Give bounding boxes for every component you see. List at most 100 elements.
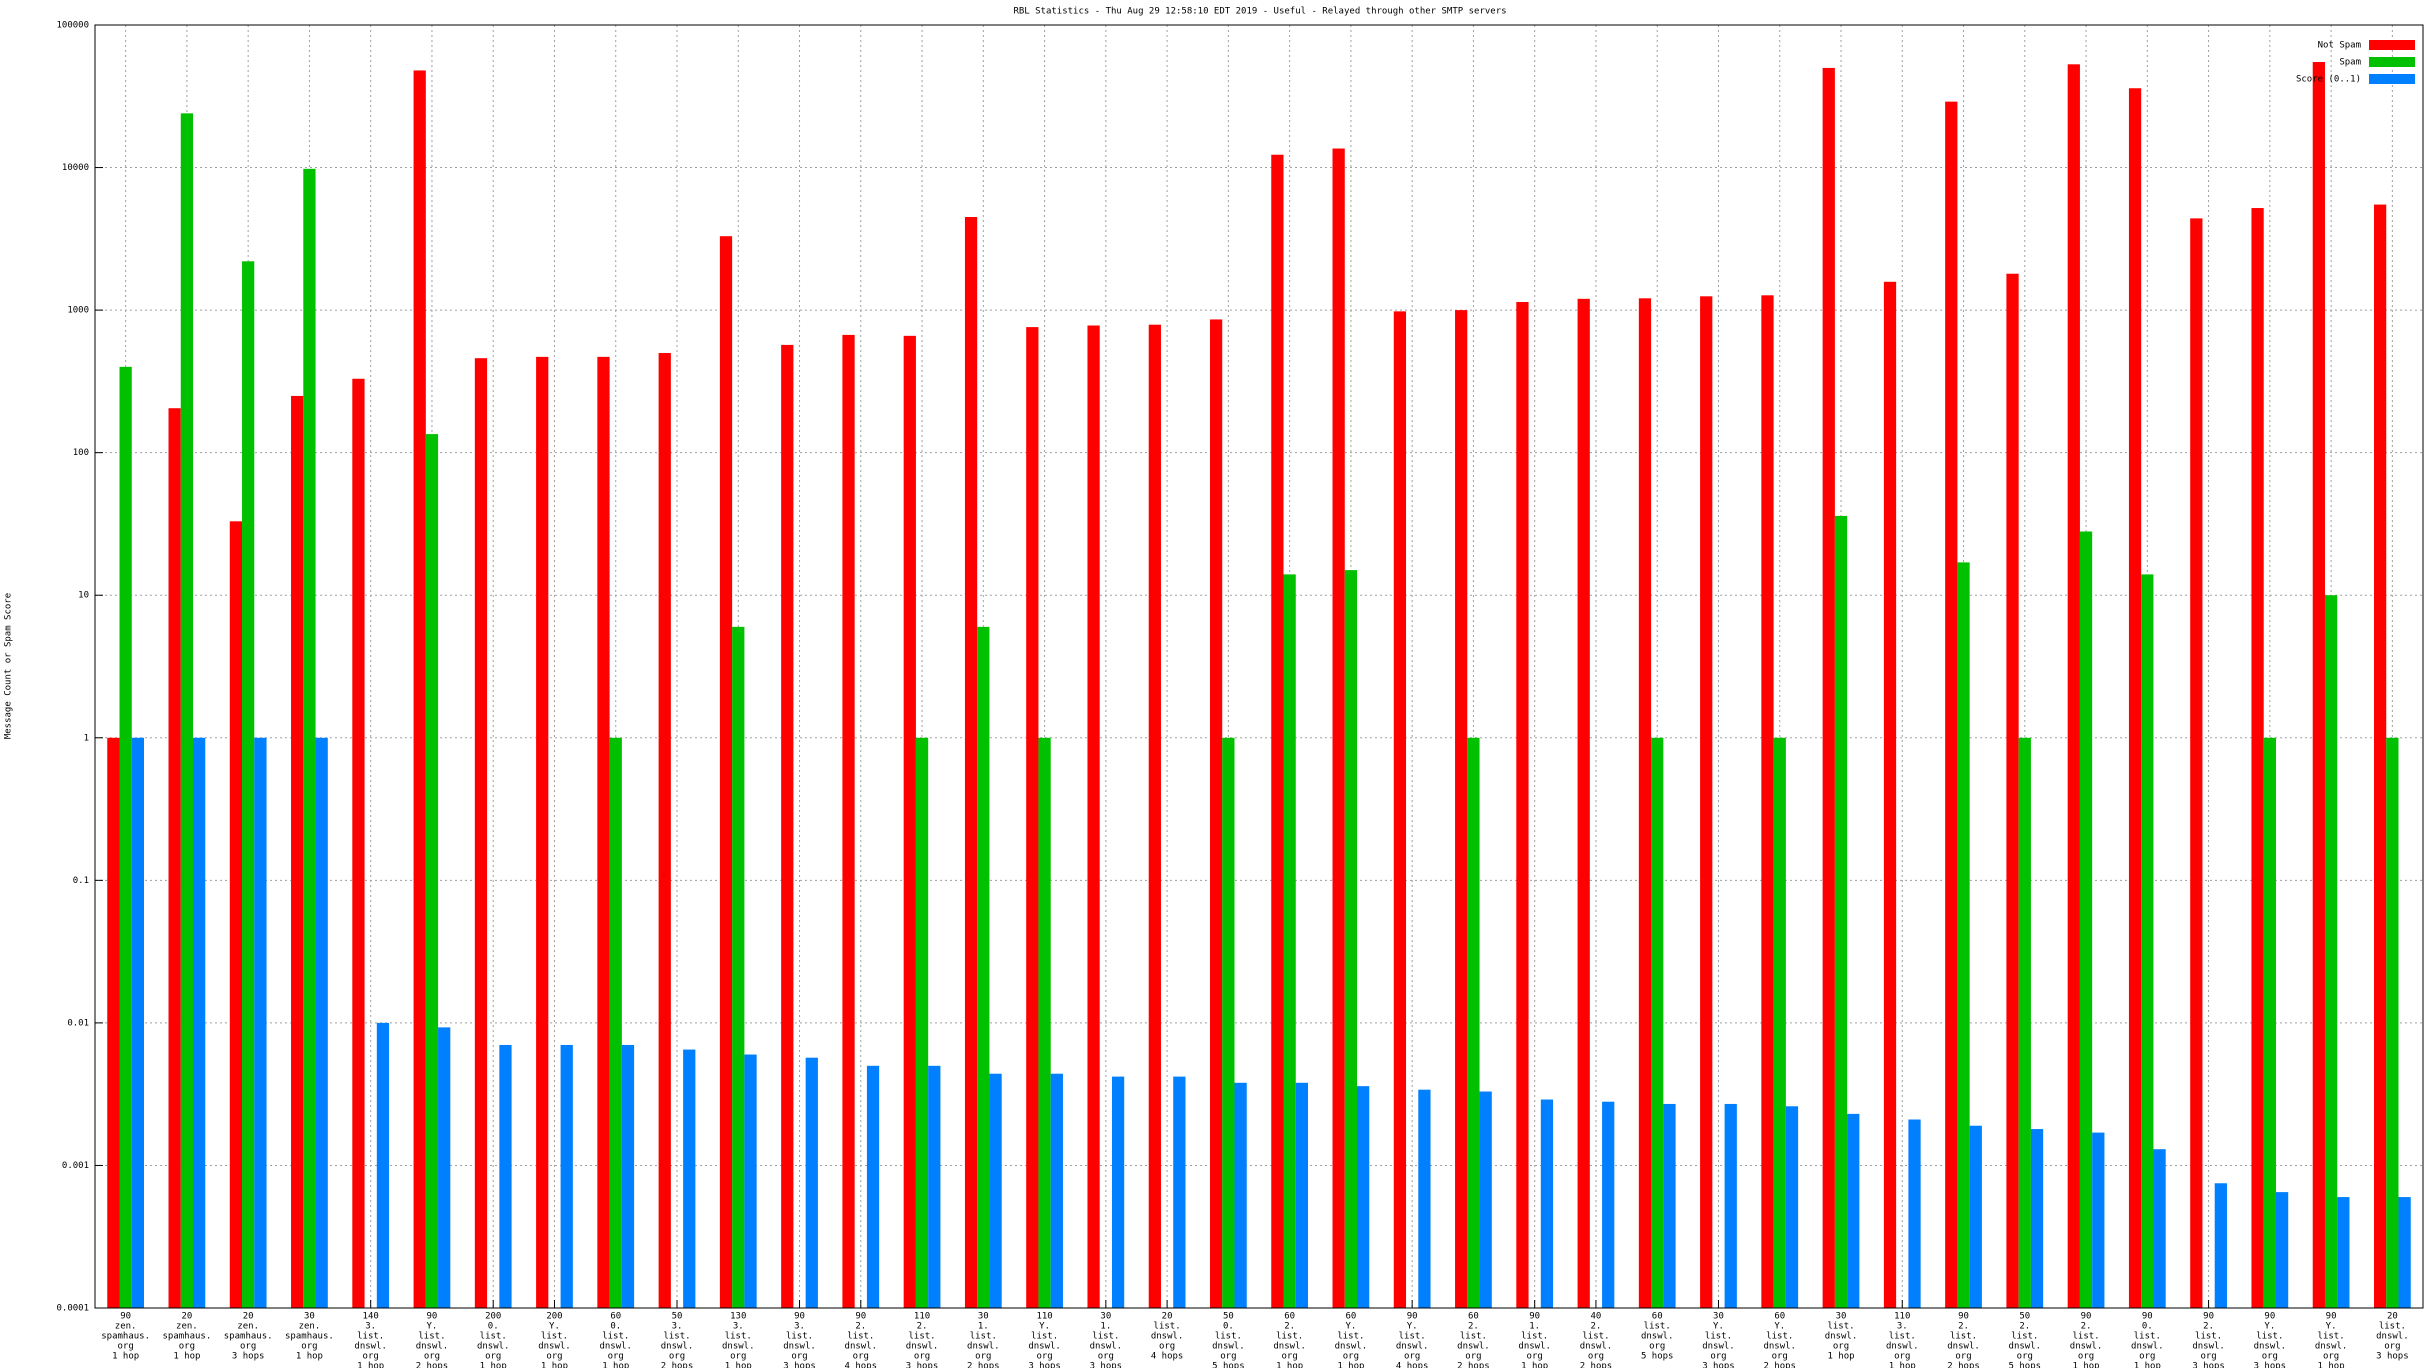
bar bbox=[1418, 1089, 1431, 1308]
x-tick-label: org bbox=[1527, 1352, 1543, 1362]
x-tick-label: 1 hop bbox=[602, 1362, 629, 1368]
x-tick-label: 4 hops bbox=[845, 1362, 878, 1368]
x-tick-label: list. bbox=[1766, 1332, 1793, 1342]
bar bbox=[1357, 1086, 1370, 1308]
bar bbox=[842, 334, 855, 1308]
x-tick-label: 1. bbox=[978, 1322, 989, 1332]
bar bbox=[781, 344, 794, 1309]
bar bbox=[1540, 1099, 1554, 1308]
x-tick-label: list. bbox=[2134, 1332, 2161, 1342]
bar bbox=[805, 1057, 818, 1308]
x-tick-label: 2. bbox=[2081, 1322, 2092, 1332]
bar bbox=[1663, 1103, 1676, 1308]
x-tick-label: zen. bbox=[299, 1322, 321, 1332]
x-tick-label: 30 bbox=[978, 1312, 989, 1322]
x-tick-label: dnswl. bbox=[845, 1342, 878, 1352]
x-tick-label: 4 hops bbox=[1151, 1352, 1184, 1362]
bar bbox=[254, 737, 267, 1308]
x-tick-label: 1 hop bbox=[1276, 1362, 1303, 1368]
x-tick-label: dnswl. bbox=[1580, 1342, 1613, 1352]
x-tick-label: list. bbox=[1521, 1332, 1548, 1342]
x-tick-label: list. bbox=[909, 1332, 936, 1342]
bar bbox=[2398, 1197, 2411, 1308]
bar bbox=[732, 626, 745, 1308]
bar bbox=[2067, 64, 2080, 1308]
x-tick-label: 2. bbox=[1958, 1322, 1969, 1332]
x-tick-label: org bbox=[2078, 1352, 2094, 1362]
x-tick-label: 3. bbox=[1897, 1322, 1908, 1332]
x-tick-label: list. bbox=[1215, 1332, 1242, 1342]
bar bbox=[1577, 298, 1590, 1309]
x-tick-label: 2 hops bbox=[1580, 1362, 1613, 1368]
bar bbox=[536, 356, 549, 1309]
x-tick-label: list. bbox=[1827, 1322, 1854, 1332]
bar bbox=[1455, 310, 1468, 1309]
bar bbox=[499, 1044, 512, 1308]
x-tick-label: list. bbox=[480, 1332, 507, 1342]
x-tick-label: 2 hops bbox=[661, 1362, 694, 1368]
x-tick-label: dnswl. bbox=[1702, 1342, 1735, 1352]
bar bbox=[1773, 737, 1786, 1308]
bar bbox=[2275, 1192, 2289, 1308]
x-tick-label: org bbox=[669, 1352, 685, 1362]
x-tick-label: 0. bbox=[488, 1322, 499, 1332]
x-tick-label: 50 bbox=[672, 1312, 683, 1322]
x-tick-label: 20 bbox=[2387, 1312, 2398, 1322]
bar bbox=[1111, 1076, 1125, 1308]
x-tick-label: list. bbox=[541, 1332, 568, 1342]
x-tick-label: dnswl. bbox=[2254, 1342, 2287, 1352]
x-tick-label: spamhaus. bbox=[285, 1332, 334, 1342]
bar bbox=[1516, 301, 1529, 1308]
x-tick-label: org bbox=[1220, 1352, 1236, 1362]
x-tick-label: 3. bbox=[365, 1322, 376, 1332]
bar bbox=[168, 408, 181, 1308]
x-tick-label: 1 hop bbox=[2318, 1362, 2345, 1368]
legend-swatch bbox=[2369, 74, 2415, 84]
x-tick-label: list. bbox=[786, 1332, 813, 1342]
bar bbox=[438, 1027, 451, 1308]
bar bbox=[1332, 148, 1345, 1309]
bar bbox=[1038, 737, 1051, 1308]
x-tick-label: dnswl. bbox=[1825, 1332, 1858, 1342]
x-tick-label: dnswl. bbox=[2070, 1342, 2103, 1352]
x-tick-label: 90 bbox=[120, 1312, 131, 1322]
x-tick-label: 1 hop bbox=[480, 1362, 507, 1368]
x-tick-label: org bbox=[791, 1352, 807, 1362]
y-tick-label: 0.01 bbox=[67, 1018, 89, 1028]
x-tick-label: list. bbox=[2195, 1332, 2222, 1342]
x-tick-label: dnswl. bbox=[967, 1342, 1000, 1352]
x-tick-label: dnswl. bbox=[1457, 1342, 1490, 1352]
bar bbox=[1822, 67, 1835, 1309]
x-tick-label: 90 bbox=[855, 1312, 866, 1322]
x-tick-label: 2 hops bbox=[1947, 1362, 1980, 1368]
x-tick-label: 1 hop bbox=[1827, 1352, 1854, 1362]
bar bbox=[131, 737, 145, 1308]
bar bbox=[621, 1044, 635, 1308]
x-tick-label: list. bbox=[663, 1332, 690, 1342]
x-tick-label: 50 bbox=[1223, 1312, 1234, 1322]
bar bbox=[560, 1044, 573, 1308]
y-tick-label: 10 bbox=[78, 591, 89, 601]
x-tick-label: dnswl. bbox=[783, 1342, 816, 1352]
x-tick-label: org bbox=[2200, 1352, 2216, 1362]
x-tick-label: 1 hop bbox=[112, 1352, 139, 1362]
x-tick-label: 2. bbox=[1468, 1322, 1479, 1332]
x-tick-label: 3 hops bbox=[1702, 1362, 1735, 1368]
x-tick-label: 60 bbox=[610, 1312, 621, 1322]
x-tick-label: list. bbox=[2011, 1332, 2038, 1342]
bar bbox=[303, 168, 316, 1309]
x-tick-label: 2. bbox=[917, 1322, 928, 1332]
x-tick-label: dnswl. bbox=[1763, 1342, 1796, 1352]
x-tick-label: dnswl. bbox=[1947, 1342, 1980, 1352]
x-tick-label: 90 bbox=[2142, 1312, 2153, 1322]
x-tick-label: zen. bbox=[115, 1322, 137, 1332]
x-tick-label: dnswl. bbox=[1028, 1342, 1061, 1352]
x-tick-label: dnswl. bbox=[2131, 1342, 2164, 1352]
bar bbox=[915, 737, 929, 1308]
x-tick-label: list. bbox=[1950, 1332, 1977, 1342]
bar bbox=[2214, 1183, 2227, 1308]
x-tick-label: 2 hops bbox=[1457, 1362, 1490, 1368]
bar bbox=[2141, 574, 2154, 1308]
x-tick-label: list. bbox=[1154, 1322, 1181, 1332]
